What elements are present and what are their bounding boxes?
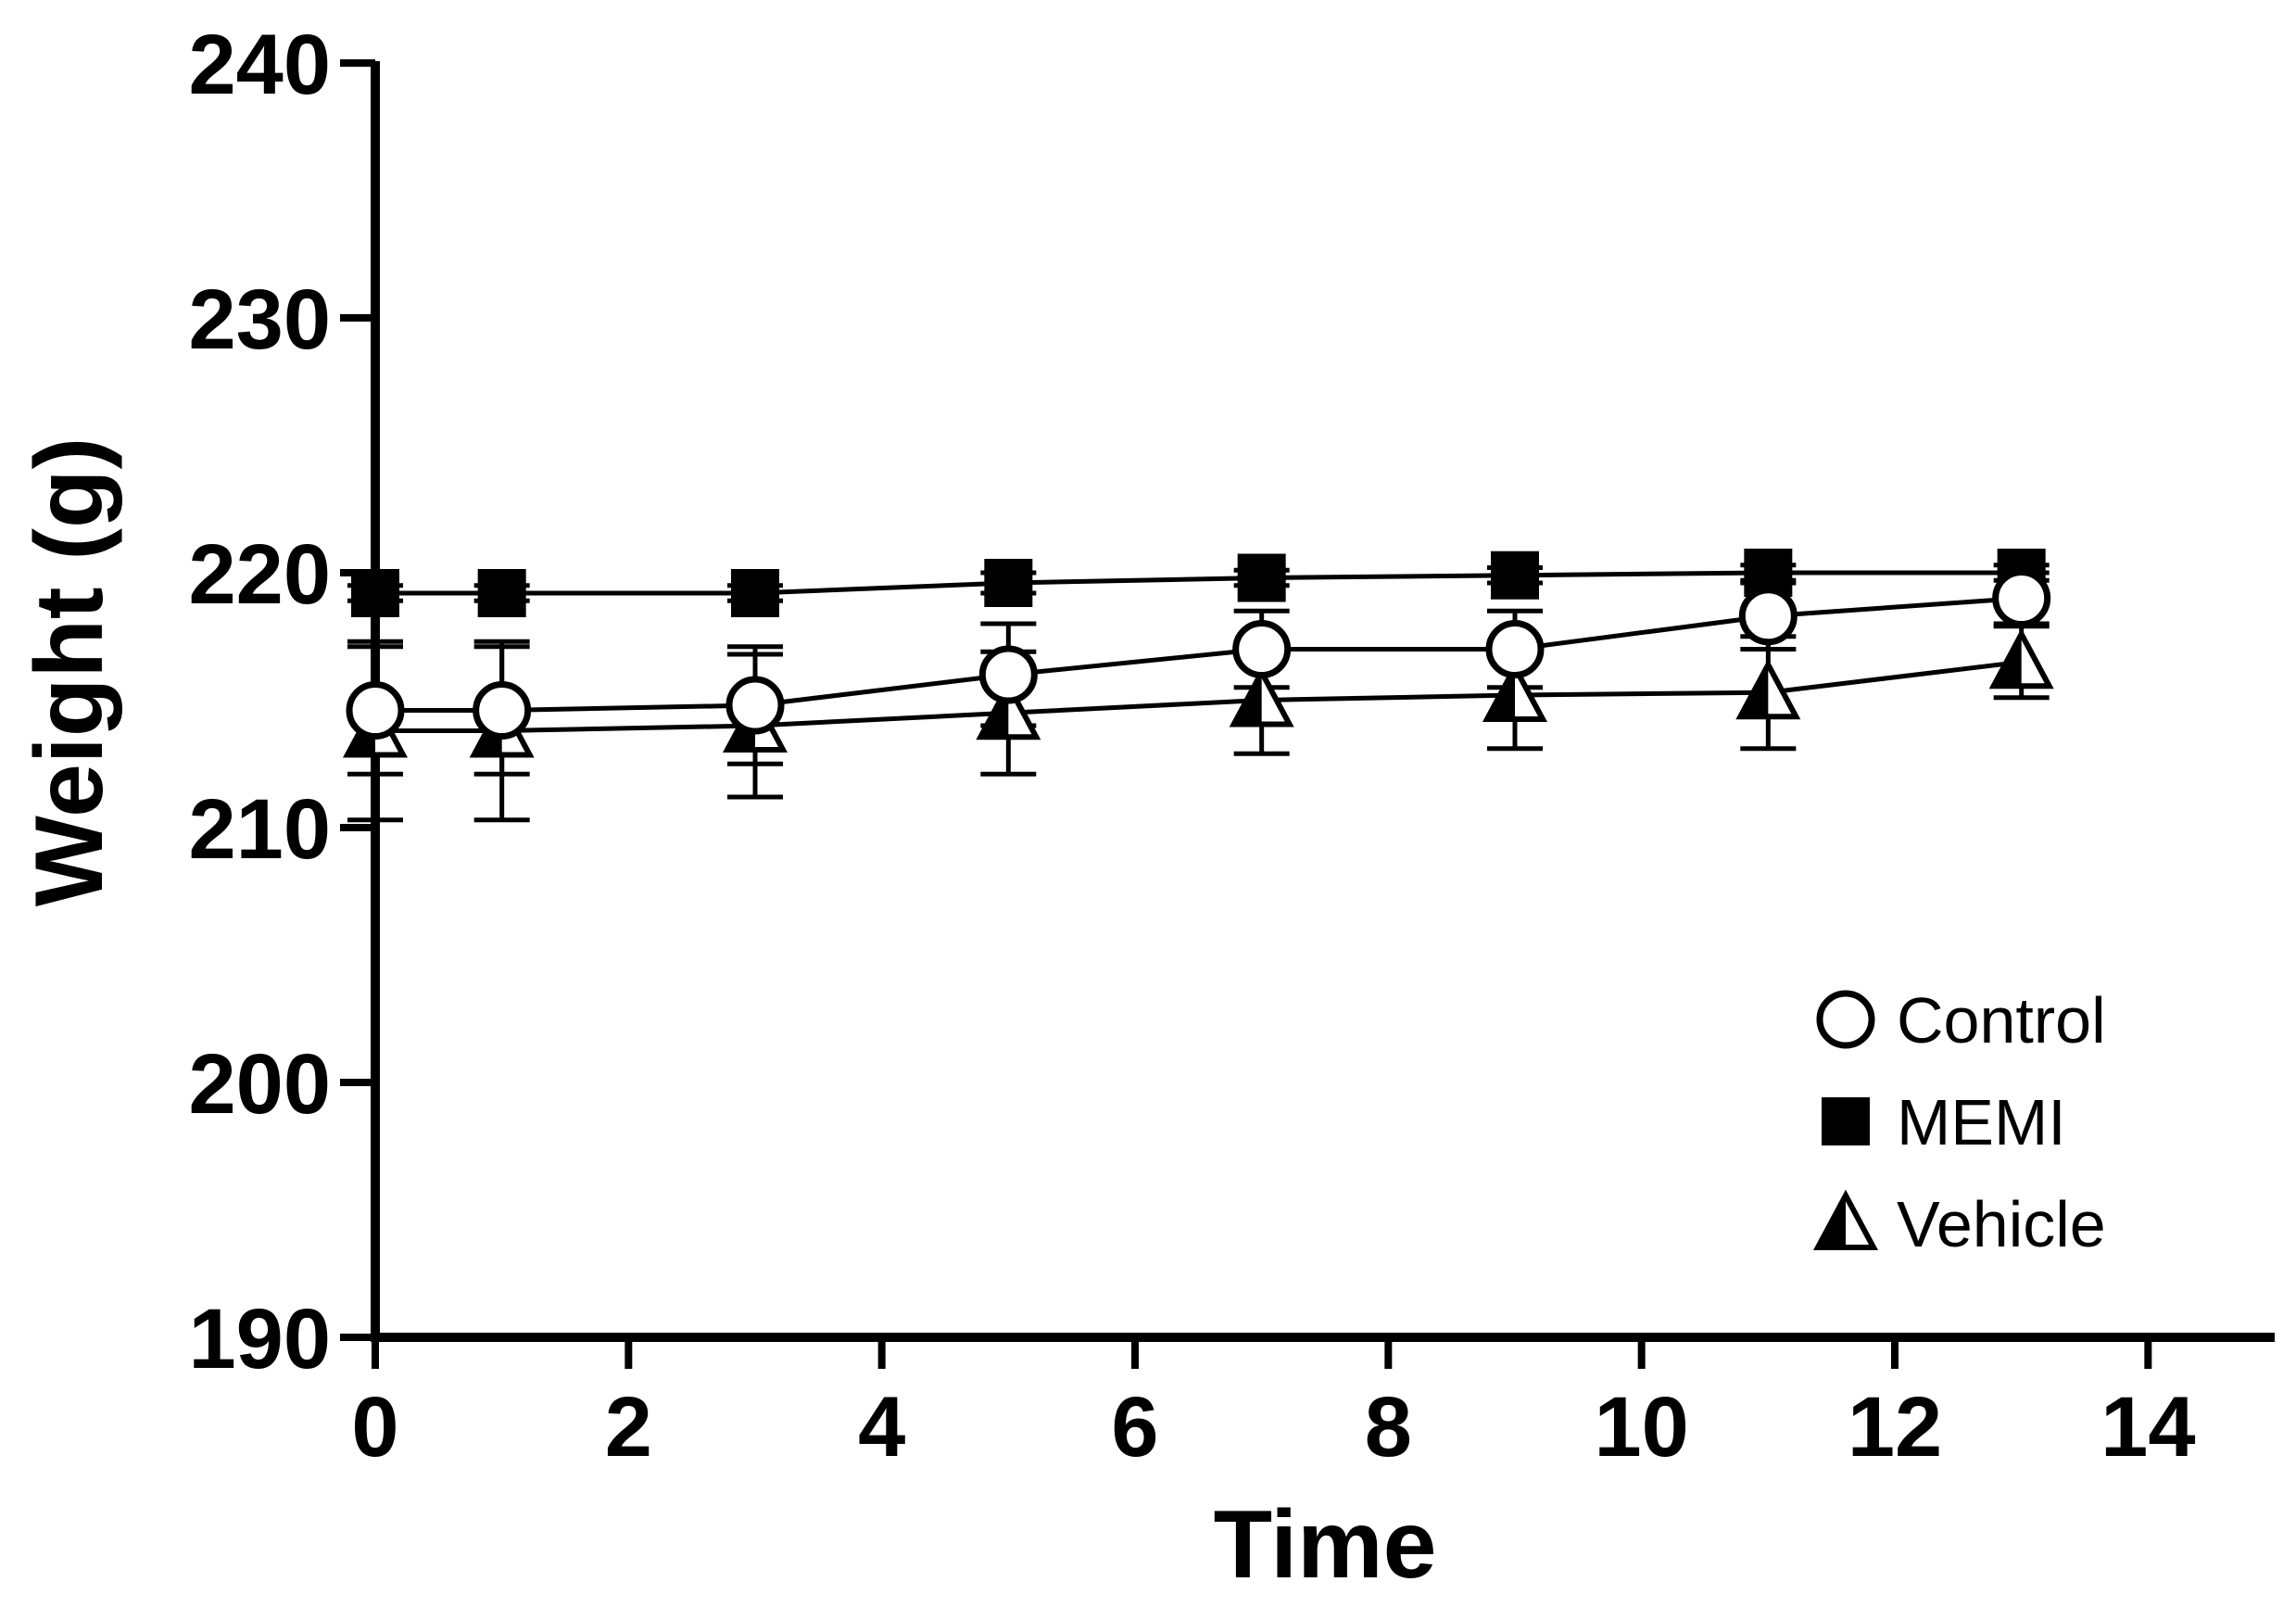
data-point-vehicle — [1482, 661, 1548, 722]
x-tick-label: 6 — [1111, 1380, 1158, 1474]
data-point-control — [1992, 569, 2051, 627]
x-tick-label: 12 — [1848, 1380, 1942, 1474]
data-point-control — [1738, 587, 1798, 646]
x-tick-label: 4 — [858, 1380, 905, 1474]
x-tick-label: 10 — [1594, 1380, 1688, 1474]
y-tick-label: 230 — [189, 272, 332, 367]
series-layer — [342, 549, 2054, 823]
legend-marker-vehicle — [1812, 1189, 1879, 1250]
legend-label-memi: MEMI — [1897, 1086, 2066, 1158]
data-point-vehicle — [1988, 627, 2054, 690]
series-line-control — [375, 596, 2022, 713]
y-tick-label: 190 — [189, 1292, 332, 1386]
y-tick-label: 200 — [189, 1037, 332, 1132]
data-point-memi — [351, 569, 399, 617]
y-tick-label: 210 — [189, 782, 332, 877]
data-point-control — [725, 676, 785, 735]
y-tick-label: 220 — [189, 527, 332, 622]
series-line-vehicle — [375, 659, 2022, 733]
data-point-memi — [1237, 553, 1286, 602]
x-tick-label: 14 — [2100, 1380, 2195, 1474]
data-point-control — [978, 645, 1038, 704]
x-axis-title: Time — [1214, 1491, 1437, 1599]
legend-marker-memi — [1822, 1097, 1870, 1145]
triangle-outline — [976, 678, 1041, 740]
data-point-control — [1485, 620, 1545, 678]
y-axis-title: Weight (g) — [16, 437, 123, 906]
legend-label-control: Control — [1897, 984, 2106, 1057]
legend-marker-control — [1816, 990, 1875, 1049]
data-point-control — [1232, 620, 1292, 678]
legend-label-vehicle: Vehicle — [1897, 1188, 2106, 1260]
data-point-vehicle — [1735, 658, 1801, 720]
data-point-vehicle — [976, 678, 1041, 740]
axes: 190 200 210 220 230 240 0 2 4 6 8 10 12 14 Time Weight … — [16, 18, 2275, 1599]
triangle-outline — [1229, 666, 1294, 728]
data-point-memi — [984, 559, 1033, 607]
data-point-memi — [731, 569, 779, 617]
triangle-outline — [1482, 661, 1548, 722]
series-line-memi — [375, 570, 2022, 596]
x-tick-label: 0 — [351, 1380, 398, 1474]
triangle-outline — [1735, 658, 1801, 720]
triangle-outline — [1988, 627, 2054, 690]
x-tick-label: 2 — [605, 1380, 652, 1474]
triangle-outline — [1812, 1189, 1879, 1250]
data-point-control — [346, 681, 405, 740]
x-tick-label: 8 — [1365, 1380, 1412, 1474]
data-point-control — [473, 681, 532, 740]
legend: Control MEMI Vehicle — [1812, 984, 2106, 1260]
y-tick-label: 240 — [189, 18, 332, 112]
data-point-vehicle — [1229, 666, 1294, 728]
data-point-memi — [477, 569, 526, 617]
data-point-memi — [1491, 550, 1539, 600]
